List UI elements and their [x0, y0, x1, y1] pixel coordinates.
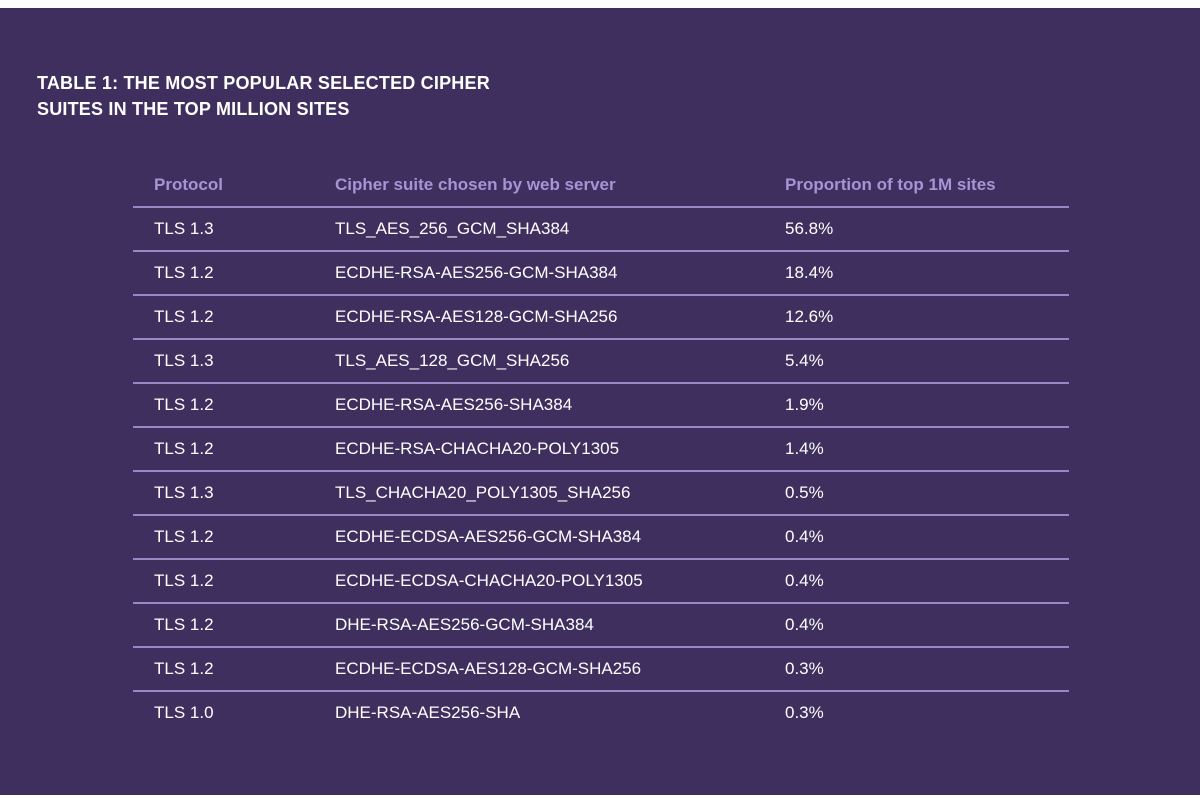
- cipher-suite-cell: ECDHE-ECDSA-CHACHA20-POLY1305: [335, 559, 785, 604]
- protocol-cell: TLS 1.2: [133, 295, 335, 340]
- protocol-cell: TLS 1.2: [133, 251, 335, 296]
- protocol-cell: TLS 1.2: [133, 603, 335, 648]
- table-row: TLS 1.3 TLS_CHACHA20_POLY1305_SHA256 0.5%: [133, 471, 1069, 516]
- table-row: TLS 1.2 ECDHE-RSA-CHACHA20-POLY1305 1.4%: [133, 427, 1069, 472]
- header-cipher-suite: Cipher suite chosen by web server: [335, 164, 785, 208]
- protocol-cell: TLS 1.3: [133, 471, 335, 516]
- cipher-suite-cell: TLS_CHACHA20_POLY1305_SHA256: [335, 471, 785, 516]
- proportion-cell: 0.5%: [785, 471, 1069, 516]
- header-protocol: Protocol: [133, 164, 335, 208]
- protocol-cell: TLS 1.2: [133, 383, 335, 428]
- protocol-cell: TLS 1.2: [133, 559, 335, 604]
- table-row: TLS 1.2 ECDHE-RSA-AES256-SHA384 1.9%: [133, 383, 1069, 428]
- table-row: TLS 1.3 TLS_AES_256_GCM_SHA384 56.8%: [133, 207, 1069, 252]
- protocol-cell: TLS 1.3: [133, 339, 335, 384]
- title-line: TABLE 1: THE MOST POPULAR SELECTED CIPHE…: [37, 73, 490, 93]
- table-row: TLS 1.2 DHE-RSA-AES256-GCM-SHA384 0.4%: [133, 603, 1069, 648]
- proportion-cell: 18.4%: [785, 251, 1069, 296]
- cipher-suite-cell: ECDHE-ECDSA-AES128-GCM-SHA256: [335, 647, 785, 692]
- cipher-suite-cell: ECDHE-RSA-AES256-GCM-SHA384: [335, 251, 785, 296]
- table-row: TLS 1.2 ECDHE-RSA-AES256-GCM-SHA384 18.4%: [133, 251, 1069, 296]
- header-row: Protocol Cipher suite chosen by web serv…: [133, 164, 1069, 208]
- protocol-cell: TLS 1.2: [133, 647, 335, 692]
- protocol-cell: TLS 1.3: [133, 207, 335, 252]
- proportion-cell: 0.4%: [785, 559, 1069, 604]
- cipher-suite-cell: ECDHE-RSA-CHACHA20-POLY1305: [335, 427, 785, 472]
- table-row: TLS 1.3 TLS_AES_128_GCM_SHA256 5.4%: [133, 339, 1069, 384]
- proportion-cell: 1.9%: [785, 383, 1069, 428]
- cipher-suite-cell: DHE-RSA-AES256-GCM-SHA384: [335, 603, 785, 648]
- cipher-suite-cell: TLS_AES_128_GCM_SHA256: [335, 339, 785, 384]
- header-proportion: Proportion of top 1M sites: [785, 164, 1069, 208]
- table-panel: TABLE 1: THE MOST POPULAR SELECTED CIPHE…: [0, 8, 1200, 795]
- proportion-cell: 0.3%: [785, 703, 824, 722]
- cipher-suite-cell: DHE-RSA-AES256-SHA: [335, 703, 521, 722]
- proportion-cell: 0.4%: [785, 515, 1069, 560]
- proportion-cell: 5.4%: [785, 339, 1069, 384]
- cipher-suite-cell: TLS_AES_256_GCM_SHA384: [335, 207, 785, 252]
- proportion-cell: 12.6%: [785, 295, 1069, 340]
- cipher-suite-cell: ECDHE-RSA-AES128-GCM-SHA256: [335, 295, 785, 340]
- proportion-cell: 56.8%: [785, 207, 1069, 252]
- table-row: TLS 1.2 ECDHE-ECDSA-AES128-GCM-SHA256 0.3%: [133, 647, 1069, 692]
- proportion-cell: 0.4%: [785, 603, 1069, 648]
- cipher-suite-cell: ECDHE-ECDSA-AES256-GCM-SHA384: [335, 515, 785, 560]
- proportion-cell: 0.3%: [785, 647, 1069, 692]
- table-row: TLS 1.2 ECDHE-ECDSA-AES256-GCM-SHA384 0.4%: [133, 515, 1069, 560]
- table-row: TLS 1.2 ECDHE-RSA-AES128-GCM-SHA256 12.6%: [133, 295, 1069, 340]
- protocol-cell: TLS 1.2: [133, 515, 335, 560]
- proportion-cell: 1.4%: [785, 427, 1069, 472]
- protocol-cell: TLS 1.2: [133, 427, 335, 472]
- protocol-cell: TLS 1.0: [154, 703, 214, 722]
- title-line: SUITES IN THE TOP MILLION SITES: [37, 99, 350, 119]
- table-row: TLS 1.0 DHE-RSA-AES256-SHA 0.3%: [133, 691, 1069, 734]
- cipher-suite-cell: ECDHE-RSA-AES256-SHA384: [335, 383, 785, 428]
- table-row: TLS 1.2 ECDHE-ECDSA-CHACHA20-POLY1305 0.4%: [133, 559, 1069, 604]
- table-title: TABLE 1: THE MOST POPULAR SELECTED CIPHE…: [37, 70, 490, 122]
- cipher-suites-table: Protocol Cipher suite chosen by web serv…: [133, 164, 1069, 734]
